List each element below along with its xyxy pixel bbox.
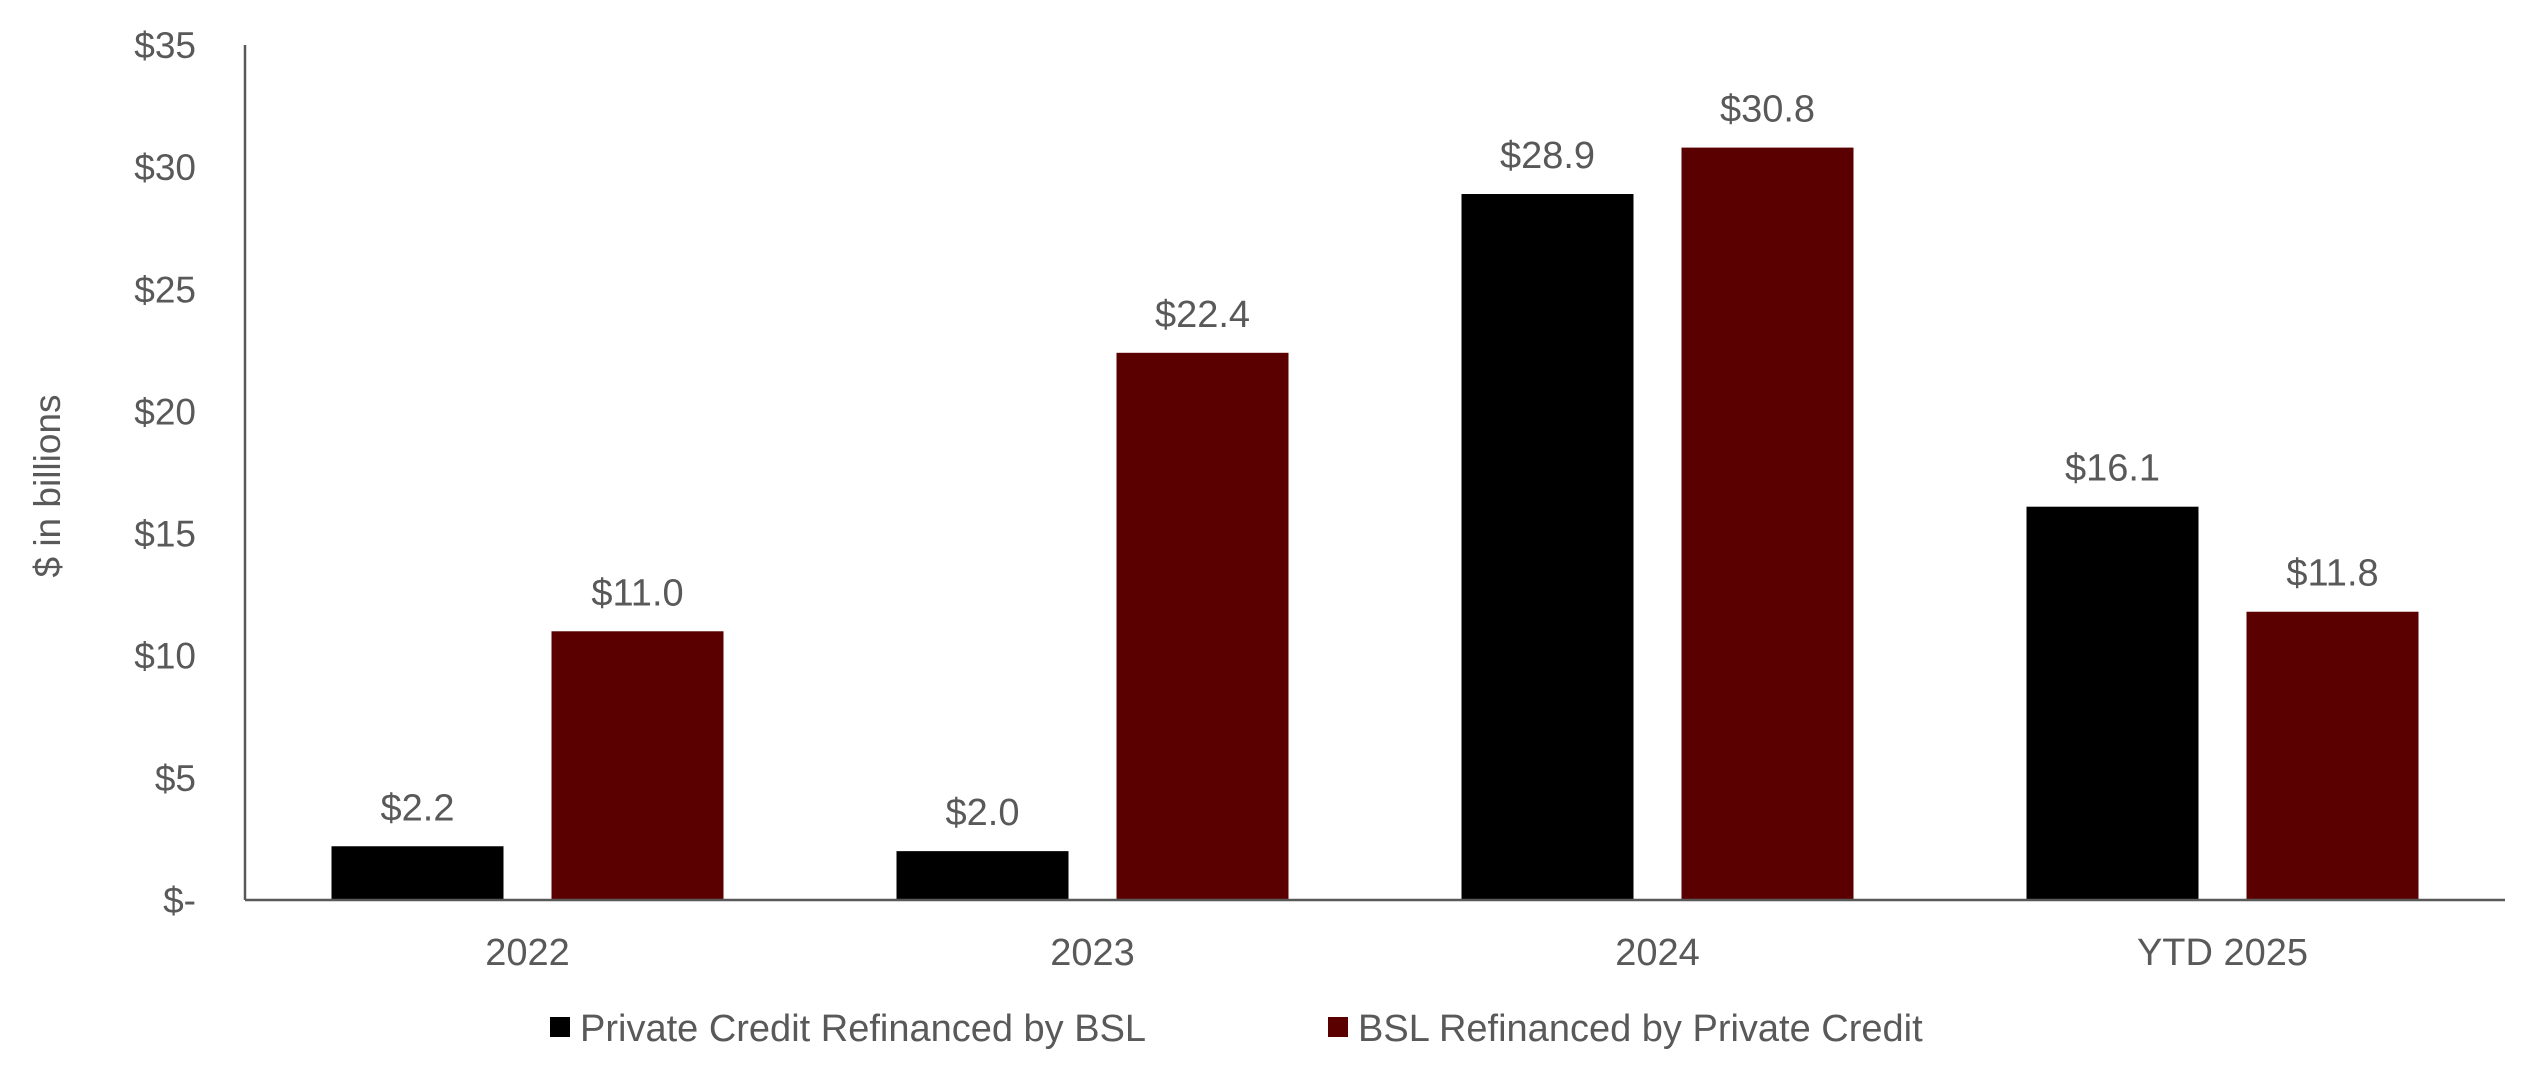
x-tick-label: 2023 — [1050, 932, 1135, 974]
legend-swatch — [1328, 1017, 1348, 1037]
y-tick-label: $35 — [134, 25, 196, 66]
bar-bsl-refinanced-by-private-credit — [1116, 352, 1289, 900]
bar-bsl-refinanced-by-private-credit — [1681, 147, 1854, 901]
y-tick-label: $15 — [134, 514, 196, 555]
x-tick-label: 2022 — [485, 932, 570, 974]
data-label: $22.4 — [1155, 294, 1250, 336]
y-tick-label: $20 — [134, 391, 196, 432]
bar-private-credit-refinanced-by-bsl — [331, 846, 504, 900]
bar-private-credit-refinanced-by-bsl — [1461, 194, 1634, 900]
y-tick-label: $- — [163, 880, 196, 921]
y-axis-ticks: $- $5 $10 $15 $20 $25 $30 $35 — [134, 25, 196, 921]
bar-private-credit-refinanced-by-bsl — [2026, 506, 2199, 900]
bar-private-credit-refinanced-by-bsl — [896, 851, 1069, 900]
data-label: $11.8 — [2286, 553, 2378, 595]
legend-label: BSL Refinanced by Private Credit — [1358, 1008, 1923, 1050]
bar-bsl-refinanced-by-private-credit — [2246, 611, 2419, 900]
y-axis-label-group: $ in billions — [27, 394, 68, 577]
y-tick-label: $10 — [134, 636, 196, 677]
data-label: $2.2 — [381, 787, 455, 829]
data-label: $16.1 — [2065, 448, 2160, 490]
x-axis-ticks: 2022 2023 2024 YTD 2025 — [485, 932, 2308, 974]
x-tick-label: YTD 2025 — [2137, 932, 2308, 974]
data-label: $11.0 — [591, 572, 683, 614]
x-tick-label: 2024 — [1615, 932, 1700, 974]
data-label: $2.0 — [946, 792, 1020, 834]
legend: Private Credit Refinanced by BSL BSL Refi… — [550, 1008, 1923, 1050]
axes-group — [243, 45, 2505, 902]
legend-label: Private Credit Refinanced by BSL — [580, 1008, 1146, 1050]
y-axis-label: $ in billions — [27, 394, 68, 577]
y-tick-label: $30 — [134, 147, 196, 188]
bar-bsl-refinanced-by-private-credit — [551, 631, 724, 900]
bars-group — [331, 147, 2419, 901]
data-labels-group: $2.2 $11.0 $2.0 $22.4 $28.9 $30.8 $16.1 $11.8 — [381, 89, 2379, 835]
y-tick-label: $5 — [155, 758, 196, 799]
y-tick-label: $25 — [134, 269, 196, 310]
legend-swatch — [550, 1017, 570, 1037]
data-label: $28.9 — [1500, 135, 1595, 177]
data-label: $30.8 — [1720, 89, 1815, 131]
